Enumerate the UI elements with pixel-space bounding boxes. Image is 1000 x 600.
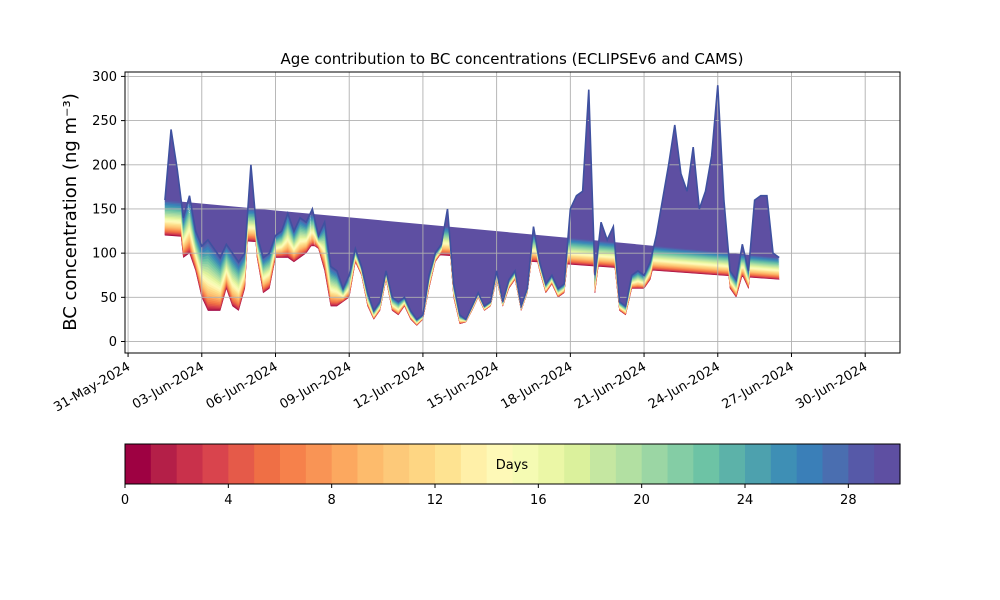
colorbar-tick-label: 12	[427, 493, 444, 508]
y-tick-label: 50	[100, 291, 117, 306]
colorbar-swatch	[202, 444, 229, 484]
colorbar-tick-label: 20	[633, 493, 650, 508]
colorbar-swatch	[770, 444, 798, 484]
colorbar-swatch	[667, 444, 694, 484]
colorbar-tick-label: 24	[737, 493, 754, 508]
colorbar-swatch	[874, 444, 901, 484]
colorbar-tick-label: 0	[121, 493, 129, 508]
colorbar-swatch	[383, 444, 410, 484]
y-tick-label: 250	[92, 114, 117, 129]
colorbar-swatch	[719, 444, 746, 484]
colorbar: Days 0 4 8 12 16 20 24 28	[121, 443, 901, 508]
colorbar-swatch	[254, 444, 281, 484]
y-tick-label: 100	[92, 247, 117, 262]
chart-title: Age contribution to BC concentrations (E…	[281, 50, 744, 68]
colorbar-swatch	[822, 444, 849, 484]
colorbar-swatch	[512, 444, 539, 484]
colorbar-label: Days	[496, 458, 529, 473]
colorbar-swatch	[848, 444, 875, 484]
stacked-area-layers	[164, 85, 780, 326]
y-tick-label: 150	[92, 202, 117, 217]
colorbar-tick-label: 8	[328, 493, 336, 508]
colorbar-tick-label: 16	[530, 493, 547, 508]
colorbar-swatch	[796, 444, 824, 484]
colorbar-swatch	[125, 444, 152, 484]
total-outline	[164, 85, 780, 321]
colorbar-swatch	[357, 444, 384, 484]
colorbar-swatch	[486, 444, 514, 484]
colorbar-tick-label: 28	[840, 493, 857, 508]
colorbar-ticks: 0 4 8 12 16 20 24 28	[121, 484, 857, 508]
colorbar-swatch	[745, 444, 772, 484]
colorbar-swatch	[305, 444, 333, 484]
colorbar-swatch	[693, 444, 720, 484]
colorbar-tick-label: 4	[224, 493, 232, 508]
y-axis: 0 50 100 150 200 250 300	[92, 70, 125, 350]
colorbar-swatch	[409, 444, 436, 484]
y-tick-label: 0	[109, 335, 117, 350]
colorbar-swatch	[228, 444, 255, 484]
colorbar-swatch	[280, 444, 307, 484]
colorbar-swatch	[176, 444, 204, 484]
colorbar-swatch	[564, 444, 591, 484]
colorbar-swatch	[641, 444, 669, 484]
y-tick-label: 200	[92, 158, 117, 173]
total-line	[164, 85, 780, 321]
plot-frame	[124, 71, 901, 354]
colorbar-swatch	[590, 444, 617, 484]
colorbar-swatch	[615, 444, 643, 484]
plot-area	[124, 71, 901, 354]
colorbar-swatches	[125, 444, 901, 484]
y-axis-label: BC concentration (ng m⁻³)	[60, 93, 81, 331]
colorbar-swatch	[538, 444, 565, 484]
y-tick-label: 300	[92, 70, 117, 85]
colorbar-swatch	[435, 444, 462, 484]
colorbar-swatch	[460, 444, 488, 484]
colorbar-frame	[124, 443, 901, 485]
colorbar-swatch	[331, 444, 359, 484]
grid-lines	[125, 72, 900, 353]
colorbar-swatch	[150, 444, 178, 484]
